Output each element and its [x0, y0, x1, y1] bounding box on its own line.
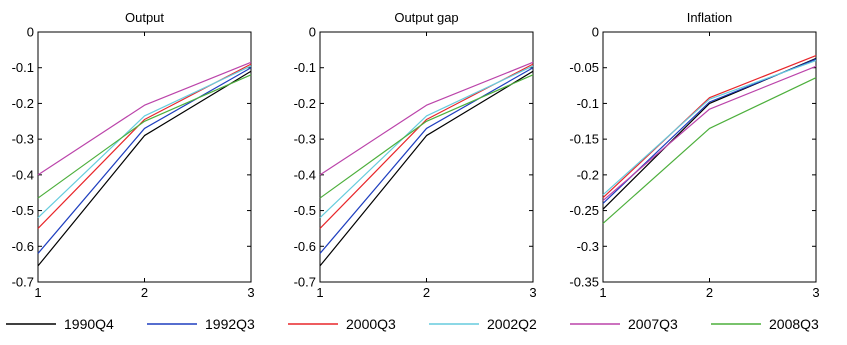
y-tick-label: -0.3: [294, 132, 316, 147]
x-tick-label: 2: [706, 285, 713, 300]
series-line-2008Q3: [602, 77, 817, 224]
y-tick-label: -0.7: [294, 275, 316, 290]
y-tick-label: -0.7: [12, 275, 34, 290]
legend-entry: 2007Q3: [570, 316, 678, 332]
chart-panel-2: Output gap 0 -0.1 -0.2 -0.3 -0.4 -0.5 -0.6 -0.71…: [294, 10, 537, 300]
y-tick-label: -0.2: [12, 96, 34, 111]
y-tick-label: -0.35: [569, 275, 599, 290]
chart-title: Output gap: [394, 10, 458, 25]
legend-entry: 1990Q4: [6, 316, 114, 332]
series-line-2002Q2: [319, 65, 534, 219]
y-tick-label: -0.4: [12, 167, 34, 182]
x-tick-label: 1: [316, 285, 323, 300]
series-line-1992Q3: [602, 58, 817, 204]
y-tick-label: -0.25: [569, 203, 599, 218]
y-tick-label: -0.5: [12, 203, 34, 218]
series-line-2007Q3: [602, 65, 817, 202]
legend-label: 1992Q3: [205, 316, 255, 332]
legend: 1990Q4 1992Q3 2000Q3 2002Q2 2007Q3 2008Q3: [6, 316, 819, 332]
series-line-1990Q4: [319, 70, 534, 267]
chart-title: Inflation: [687, 10, 733, 25]
x-tick-label: 2: [141, 285, 148, 300]
x-tick-label: 2: [423, 285, 430, 300]
x-tick-label: 3: [812, 285, 819, 300]
chart-title: Output: [125, 10, 164, 25]
y-tick-label: -0.1: [577, 96, 599, 111]
series-line-2007Q3: [37, 61, 252, 176]
legend-entry: 2002Q2: [429, 316, 537, 332]
y-tick-label: -0.15: [569, 132, 599, 147]
axes-frame: [602, 31, 817, 283]
y-tick-label: -0.2: [294, 96, 316, 111]
x-tick-label: 1: [599, 285, 606, 300]
legend-label: 2007Q3: [628, 316, 678, 332]
chart-panel-3: Inflation 0 -0.05 -0.1 -0.15 -0.2 -0.25 -0.3 -0.…: [569, 10, 819, 300]
axes-frame: [37, 31, 252, 283]
y-tick-label: -0.6: [294, 239, 316, 254]
y-tick-label: -0.3: [12, 132, 34, 147]
legend-label: 2008Q3: [769, 316, 819, 332]
series-line-2008Q3: [37, 74, 252, 199]
y-tick-label: -0.6: [12, 239, 34, 254]
legend-label: 2002Q2: [487, 316, 537, 332]
legend-label: 1990Q4: [64, 316, 114, 332]
series-line-1990Q4: [37, 70, 252, 267]
series-line-1992Q3: [319, 67, 534, 254]
series-line-1990Q4: [602, 57, 817, 210]
y-tick-label: -0.3: [577, 239, 599, 254]
series-line-1992Q3: [37, 67, 252, 254]
y-tick-label: -0.1: [294, 60, 316, 75]
y-tick-label: 0: [592, 25, 599, 40]
series-line-2008Q3: [319, 74, 534, 199]
y-tick-label: 0: [27, 25, 34, 40]
axes-frame: [319, 31, 534, 283]
chart-panel-1: Output 0 -0.1 -0.2 -0.3 -0.4 -0.5 -0.6 -0.71 2 3: [12, 10, 255, 300]
x-tick-label: 3: [529, 285, 536, 300]
y-tick-label: -0.5: [294, 203, 316, 218]
x-tick-label: 1: [34, 285, 41, 300]
legend-label: 2000Q3: [346, 316, 396, 332]
y-tick-label: -0.4: [294, 167, 316, 182]
x-tick-label: 3: [247, 285, 254, 300]
series-line-2002Q2: [37, 65, 252, 219]
series-line-2007Q3: [319, 61, 534, 176]
legend-entry: 1992Q3: [147, 316, 255, 332]
y-tick-label: -0.05: [569, 60, 599, 75]
legend-entry: 2000Q3: [288, 316, 396, 332]
y-tick-label: -0.2: [577, 167, 599, 182]
series-line-2000Q3: [602, 55, 817, 199]
y-tick-label: 0: [309, 25, 316, 40]
series-line-2002Q2: [602, 60, 817, 196]
y-tick-label: -0.1: [12, 60, 34, 75]
legend-entry: 2008Q3: [711, 316, 819, 332]
